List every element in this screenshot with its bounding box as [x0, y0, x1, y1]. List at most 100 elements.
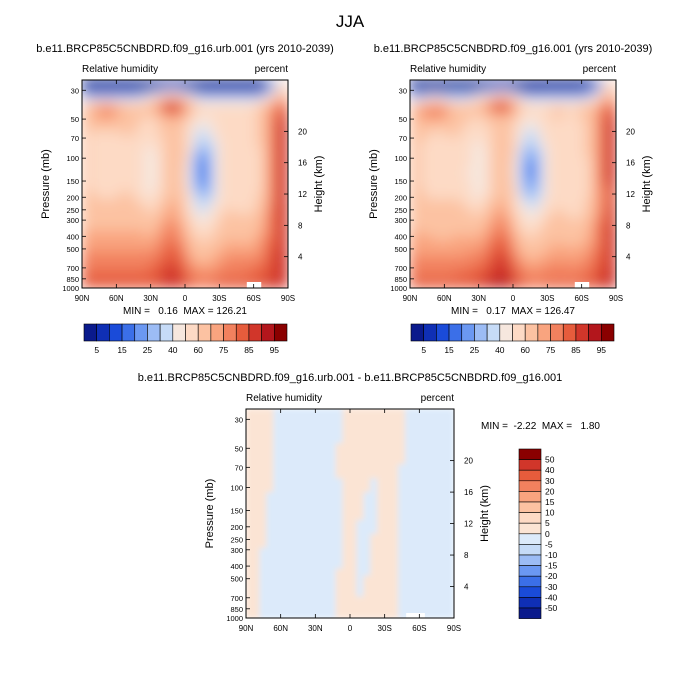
- field-cell: [174, 110, 181, 117]
- field-cell: [579, 141, 586, 149]
- field-cell: [153, 251, 160, 258]
- field-cell: [398, 499, 406, 508]
- field-cell: [321, 471, 330, 480]
- field-cell: [82, 89, 88, 97]
- field-cell: [86, 115, 93, 123]
- field-cell: [363, 492, 372, 501]
- field-cell: [153, 121, 160, 128]
- field-cell: [527, 105, 535, 112]
- field-cell: [517, 136, 524, 143]
- field-cell: [502, 121, 509, 128]
- field-cell: [430, 225, 437, 232]
- field-cell: [314, 436, 323, 445]
- field-cell: [82, 131, 88, 138]
- colorbar-label: 75: [546, 345, 556, 355]
- field-cell: [169, 245, 176, 253]
- field-cell: [522, 277, 529, 284]
- field-cell: [215, 204, 222, 211]
- field-cell: [594, 183, 602, 190]
- field-cell: [424, 256, 432, 263]
- field-cell: [584, 110, 591, 117]
- field-cell: [450, 277, 457, 284]
- field-cell: [184, 193, 191, 201]
- field-cell: [342, 422, 351, 431]
- field-cell: [153, 266, 160, 273]
- field-cell: [143, 162, 150, 169]
- field-cell: [425, 450, 434, 459]
- field-cell: [307, 464, 316, 473]
- field-cell: [446, 526, 454, 535]
- field-cell: [418, 513, 427, 521]
- field-cell: [579, 251, 586, 258]
- field-cell: [277, 183, 284, 190]
- field-cell: [138, 188, 145, 195]
- field-cell: [342, 436, 351, 445]
- field-cell: [512, 84, 519, 91]
- field-cell: [205, 256, 212, 263]
- field-cell: [158, 100, 165, 107]
- field-cell: [277, 282, 284, 288]
- field-cell: [148, 115, 155, 123]
- field-cell: [282, 147, 288, 154]
- field-cell: [169, 167, 176, 175]
- field-cell: [512, 95, 519, 102]
- field-cell: [246, 199, 253, 206]
- field-cell: [363, 582, 372, 591]
- field-cell: [280, 526, 289, 535]
- field-cell: [252, 575, 261, 584]
- field-cell: [86, 157, 93, 164]
- field-cell: [335, 443, 344, 452]
- field-cell: [600, 126, 607, 133]
- field-cell: [241, 80, 248, 86]
- field-cell: [439, 443, 448, 452]
- field-cell: [481, 230, 488, 237]
- field-cell: [259, 464, 268, 473]
- field-cell: [370, 547, 379, 556]
- field-cell: [418, 582, 427, 591]
- field-cell: [512, 136, 519, 143]
- field-cell: [527, 261, 535, 268]
- field-cell: [370, 485, 379, 494]
- field-cell: [321, 561, 330, 570]
- field-cell: [455, 126, 462, 133]
- y-tick-label: 250: [66, 206, 79, 215]
- field-cell: [280, 457, 289, 466]
- field-cell: [210, 277, 217, 284]
- field-cell: [261, 126, 268, 133]
- field-cell: [414, 136, 421, 143]
- field-cell: [179, 282, 186, 288]
- field-cell: [502, 266, 509, 273]
- field-cell: [370, 471, 379, 480]
- field-cell: [236, 282, 243, 288]
- field-cell: [194, 266, 201, 273]
- field-cell: [533, 178, 540, 185]
- field-cell: [261, 136, 268, 143]
- field-cell: [486, 126, 493, 133]
- field-cell: [548, 152, 555, 159]
- field-cell: [220, 162, 227, 169]
- field-cell: [414, 100, 421, 107]
- field-cell: [210, 266, 217, 273]
- y-tick-label: 50: [71, 115, 79, 124]
- field-cell: [266, 214, 274, 221]
- field-cell: [266, 147, 274, 154]
- field-cell: [363, 554, 372, 563]
- field-cell: [328, 596, 337, 605]
- field-cell: [259, 443, 268, 452]
- field-cell: [543, 167, 550, 175]
- field-cell: [356, 506, 365, 514]
- field-cell: [117, 193, 124, 201]
- colorbar-label: 15: [117, 345, 127, 355]
- field-cell: [148, 204, 155, 211]
- field-cell: [194, 219, 201, 227]
- field-cell: [153, 204, 160, 211]
- field-cell: [491, 157, 499, 164]
- field-cell: [455, 261, 462, 268]
- field-cell: [445, 193, 452, 201]
- field-cell: [497, 157, 504, 164]
- field-cell: [112, 152, 119, 159]
- field-cell: [210, 240, 217, 247]
- field-cell: [143, 136, 150, 143]
- field-cell: [569, 105, 576, 112]
- field-cell: [127, 219, 134, 227]
